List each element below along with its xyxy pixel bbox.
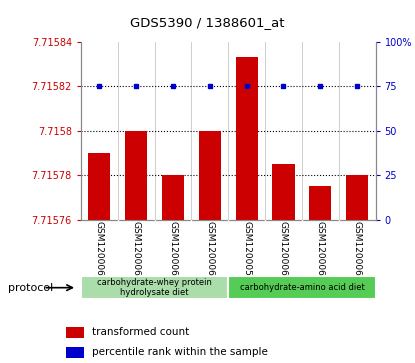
Bar [66, 347, 84, 358]
Text: protocol: protocol [8, 283, 54, 293]
Bar [309, 186, 332, 220]
Bar [81, 276, 228, 299]
Bar [346, 175, 368, 220]
Text: GSM1200060: GSM1200060 [279, 221, 288, 281]
Bar [199, 131, 221, 220]
Bar [228, 276, 376, 299]
Bar [162, 175, 184, 220]
Text: GSM1200062: GSM1200062 [353, 221, 361, 281]
Text: GDS5390 / 1388601_at: GDS5390 / 1388601_at [130, 16, 285, 29]
Bar [125, 131, 147, 220]
Bar [236, 57, 258, 220]
Text: carbohydrate-whey protein
hydrolysate diet: carbohydrate-whey protein hydrolysate di… [97, 278, 212, 297]
Text: GSM1200064: GSM1200064 [132, 221, 141, 281]
Text: GSM1200061: GSM1200061 [316, 221, 325, 281]
Text: GSM1200065: GSM1200065 [168, 221, 178, 281]
Bar [88, 153, 110, 220]
Text: GSM1200063: GSM1200063 [95, 221, 104, 281]
Text: transformed count: transformed count [92, 327, 189, 337]
Text: carbohydrate-amino acid diet: carbohydrate-amino acid diet [239, 283, 364, 292]
Text: GSM1200066: GSM1200066 [205, 221, 214, 281]
Bar [66, 327, 84, 338]
Text: GSM1200059: GSM1200059 [242, 221, 251, 281]
Text: percentile rank within the sample: percentile rank within the sample [92, 347, 268, 357]
Bar [273, 164, 295, 220]
